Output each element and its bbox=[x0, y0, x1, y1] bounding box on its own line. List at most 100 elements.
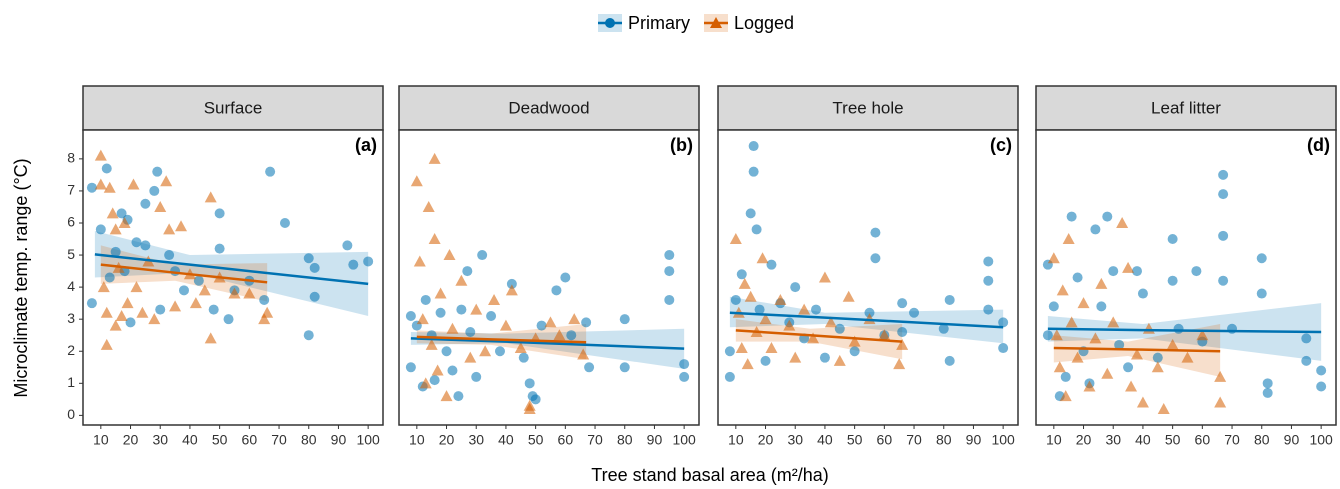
point bbox=[730, 294, 741, 305]
point bbox=[1151, 361, 1164, 373]
point bbox=[1191, 266, 1202, 277]
panel-tag: (d) bbox=[1307, 135, 1330, 155]
point bbox=[258, 313, 271, 325]
point bbox=[204, 332, 217, 344]
point bbox=[140, 240, 151, 251]
point bbox=[405, 362, 416, 373]
plot-panel bbox=[1036, 130, 1336, 425]
y-axis-title: Microclimate temp. range (°C) bbox=[11, 158, 31, 397]
x-tick-label: 50 bbox=[847, 432, 863, 448]
point bbox=[410, 175, 423, 187]
point bbox=[1050, 329, 1063, 341]
point bbox=[518, 352, 529, 363]
point bbox=[897, 298, 908, 309]
point bbox=[909, 307, 920, 318]
point bbox=[1173, 323, 1184, 334]
point bbox=[1059, 390, 1072, 402]
point bbox=[1095, 277, 1108, 289]
point bbox=[94, 149, 107, 161]
point bbox=[443, 249, 456, 261]
legend-label: Logged bbox=[734, 13, 794, 33]
point bbox=[405, 310, 416, 321]
point bbox=[745, 208, 756, 219]
point bbox=[208, 304, 219, 315]
x-tick-label: 60 bbox=[242, 432, 258, 448]
point bbox=[435, 307, 446, 318]
point bbox=[109, 223, 122, 235]
panel-border bbox=[82, 129, 384, 426]
point bbox=[1136, 396, 1149, 408]
x-tick-label: 70 bbox=[1224, 432, 1240, 448]
point bbox=[944, 294, 955, 305]
point bbox=[1256, 253, 1267, 264]
point bbox=[798, 303, 811, 315]
point bbox=[896, 338, 909, 350]
x-tick-label: 100 bbox=[672, 432, 696, 448]
point bbox=[748, 141, 759, 152]
point bbox=[419, 377, 432, 389]
point bbox=[1066, 211, 1077, 222]
point bbox=[189, 297, 202, 309]
point bbox=[1096, 301, 1107, 312]
point bbox=[465, 327, 476, 338]
point bbox=[118, 216, 131, 228]
point bbox=[303, 330, 314, 341]
point bbox=[1101, 367, 1114, 379]
x-tick-label: 10 bbox=[409, 432, 425, 448]
point bbox=[619, 362, 630, 373]
point bbox=[818, 271, 831, 283]
y-tick-label: 7 bbox=[67, 182, 75, 198]
point bbox=[279, 217, 290, 228]
point bbox=[413, 255, 426, 267]
point bbox=[441, 346, 452, 357]
point bbox=[470, 303, 483, 315]
point bbox=[446, 322, 459, 334]
x-axis-title: Tree stand basal area (m²/ha) bbox=[591, 465, 828, 485]
point bbox=[664, 266, 675, 277]
x-tick-label: 10 bbox=[93, 432, 109, 448]
point bbox=[1301, 355, 1312, 366]
point bbox=[155, 304, 166, 315]
point bbox=[748, 166, 759, 177]
point bbox=[97, 281, 110, 293]
point bbox=[86, 182, 97, 193]
point bbox=[261, 306, 274, 318]
point bbox=[488, 293, 501, 305]
y-tick-label: 1 bbox=[67, 374, 75, 390]
legend-label: Primary bbox=[628, 13, 690, 33]
point bbox=[756, 252, 769, 264]
point bbox=[342, 240, 353, 251]
point bbox=[1053, 361, 1066, 373]
point bbox=[422, 200, 435, 212]
point bbox=[1077, 297, 1090, 309]
x-tick-label: 70 bbox=[906, 432, 922, 448]
panel-border bbox=[717, 129, 1019, 426]
point bbox=[115, 309, 128, 321]
x-tick-label: 40 bbox=[182, 432, 198, 448]
point bbox=[790, 282, 801, 293]
point bbox=[1090, 224, 1101, 235]
x-tick-label: 80 bbox=[301, 432, 317, 448]
y-tick-label: 0 bbox=[67, 406, 75, 422]
point bbox=[94, 178, 107, 190]
point bbox=[760, 355, 771, 366]
x-tick-label: 80 bbox=[617, 432, 633, 448]
point bbox=[783, 319, 796, 331]
point bbox=[849, 346, 860, 357]
point bbox=[130, 281, 143, 293]
point bbox=[1130, 348, 1143, 360]
point bbox=[736, 269, 747, 280]
point bbox=[724, 346, 735, 357]
y-tick-label: 2 bbox=[67, 342, 75, 358]
point bbox=[1218, 189, 1229, 200]
point bbox=[1218, 169, 1229, 180]
point bbox=[983, 256, 994, 267]
x-tick-label: 50 bbox=[212, 432, 228, 448]
confidence-band bbox=[735, 319, 903, 360]
point bbox=[148, 313, 161, 325]
x-tick-label: 60 bbox=[877, 432, 893, 448]
point bbox=[1316, 381, 1327, 392]
point bbox=[864, 307, 875, 318]
point bbox=[870, 253, 881, 264]
point bbox=[100, 306, 113, 318]
